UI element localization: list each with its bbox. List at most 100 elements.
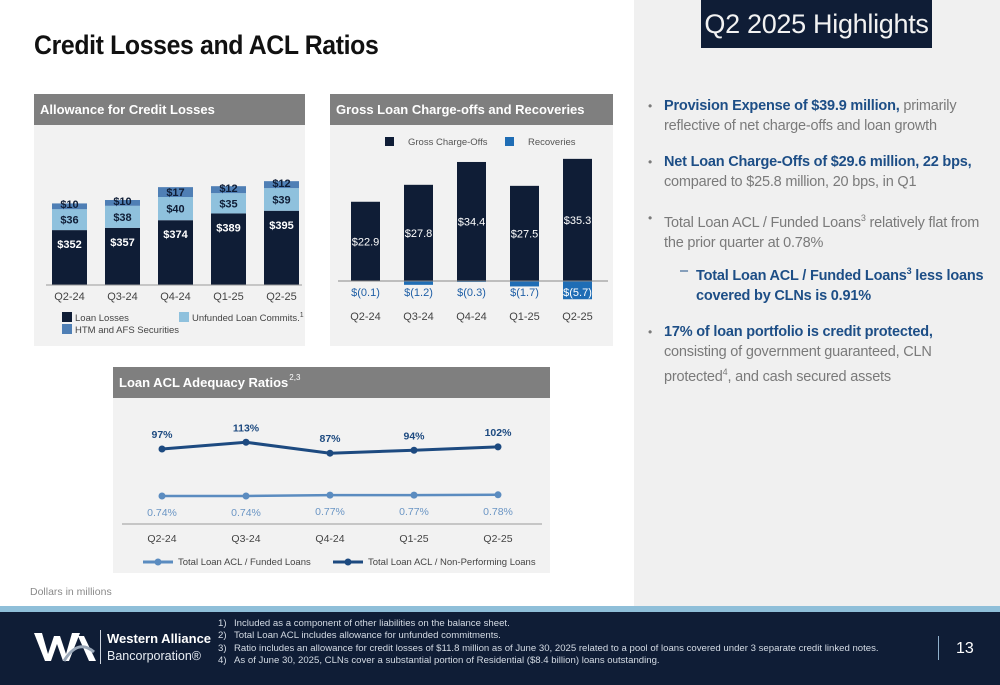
body-text: compared to $25.8 million, 20 bps, in Q1 <box>664 174 917 190</box>
bar-htm-and-afs-securitiesq2-24 <box>52 203 87 210</box>
bar-htm-and-afs-securitiesq1-25 <box>211 186 246 194</box>
company-name: Western Alliance <box>107 631 212 646</box>
point-funded-loans <box>494 491 502 499</box>
ratios-chart-title: Loan ACL Adequacy Ratios 2,3 <box>113 367 550 398</box>
legend-swatch <box>385 137 394 146</box>
point-funded-loans <box>326 491 334 499</box>
bar-loan-lossesq3-24 <box>105 227 140 285</box>
highlights-pane <box>634 0 1000 606</box>
footnote-text: Total Loan ACL includes allowance for un… <box>234 630 501 642</box>
data-label: $27.8 <box>405 228 433 240</box>
bullet-dot: • <box>648 155 653 169</box>
bullet-dot: • <box>648 324 653 339</box>
x-tick-label: Q3-24 <box>231 533 260 545</box>
legend-label: Loan Losses <box>75 313 129 324</box>
x-tick-label: Q2-24 <box>54 291 85 303</box>
data-label: $34.4 <box>458 216 486 228</box>
legend-marker <box>154 558 162 566</box>
western-alliance-logo-icon <box>34 633 96 662</box>
body-text: relatively flat from the prior quarter a… <box>664 214 980 251</box>
highlight-text: Provision Expense of $39.9 million, <box>664 98 900 114</box>
legend-swatch <box>62 312 72 322</box>
charge-offs-chart-title: Gross Loan Charge-offs and Recoveries <box>330 94 613 125</box>
legend-swatch <box>62 324 72 334</box>
x-tick-label: Q3-24 <box>107 291 138 303</box>
x-tick-label: Q2-24 <box>147 533 176 545</box>
data-label: $40 <box>166 204 184 216</box>
highlight-net-charge-offs: • Net Loan Charge-Offs of $29.6 million,… <box>648 152 988 192</box>
point-non-performing-loans <box>326 449 334 457</box>
footnote-number: 1) <box>218 618 227 629</box>
data-label: 87% <box>319 433 341 445</box>
dash-marker: – <box>680 262 688 279</box>
body-text: primarily reflective of net charge-offs … <box>664 98 957 134</box>
bar-unfunded-loan-commits-q2-24 <box>52 209 87 231</box>
highlight-text: 17% of loan portfolio is credit protecte… <box>664 323 933 340</box>
legend-marker <box>344 558 352 566</box>
bar-recoveries <box>563 281 592 300</box>
bar-loan-lossesq2-24 <box>52 230 87 285</box>
point-non-performing-loans <box>410 446 418 454</box>
bar-unfunded-loan-commits-q2-25 <box>264 188 299 211</box>
legend-swatch <box>179 312 189 322</box>
ratios-line-chart: 0.74% 0.74% 0.77% 0.77% 0.78% 97% 113% 87% 94% 10… <box>122 422 542 568</box>
data-label: $10 <box>113 196 131 208</box>
data-label: $(1.2) <box>404 287 433 299</box>
bar-recoveries <box>510 281 539 287</box>
highlight-acl-funded-loans: • Total Loan ACL / Funded Loans3 relativ… <box>648 208 988 253</box>
body-text: , and cash secured assets <box>727 368 891 385</box>
point-funded-loans <box>158 492 166 500</box>
highlight-text: Total Loan ACL / Funded Loans <box>696 267 907 284</box>
data-label: 0.77% <box>315 506 345 518</box>
acl-stacked-bar-chart: $352 $36 $10 Q2-24 $357 $38 $10 Q3-24 $374 $40 $17… <box>46 178 304 336</box>
page-number-divider <box>938 636 939 660</box>
x-tick-label: Q2-24 <box>350 311 381 323</box>
data-label: $17 <box>166 187 184 199</box>
x-tick-label: Q4-24 <box>456 311 487 323</box>
bar-gross-charge-offs <box>404 184 433 281</box>
data-label: $(0.1) <box>351 287 380 299</box>
data-label: $36 <box>60 215 78 227</box>
charge-offs-bar-chart: $22.9 $(0.1) Q2-24 $27.8 $(1.2) Q3-24 $34.4 $(0… <box>338 137 608 323</box>
ratios-title-footnote: 2,3 <box>289 373 301 382</box>
footnotes: 1) Included as a component of other liabi… <box>218 618 879 668</box>
bar-loan-lossesq2-25 <box>264 210 299 285</box>
footnote-text: As of June 30, 2025, CLNs cover a substa… <box>234 655 660 667</box>
data-label: $38 <box>113 212 131 224</box>
data-label: $35.3 <box>564 215 592 227</box>
point-non-performing-loans <box>242 438 250 446</box>
footnote-number: 4) <box>218 655 227 667</box>
ratios-chart-title-text: Loan ACL Adequacy Ratios <box>119 375 289 390</box>
body-text: consisting of government guaranteed, CLN… <box>664 343 932 385</box>
footnote-text: Included as a component of other liabili… <box>234 618 510 629</box>
data-label: $12 <box>272 178 290 190</box>
data-label: $(0.3) <box>457 287 486 299</box>
footnote-ref: 3 <box>906 265 912 276</box>
company-name-line2: Bancorporation® <box>107 649 201 663</box>
data-label: 0.74% <box>147 507 177 519</box>
legend-swatch <box>505 137 514 146</box>
footnote-item: 4) As of June 30, 2025, CLNs cover a subs… <box>218 655 879 667</box>
footnote-item: 3) Ratio includes an allowance for credit… <box>218 643 879 655</box>
footer-accent-strip <box>0 606 1000 612</box>
legend-label: Recoveries <box>528 137 576 148</box>
data-label: 94% <box>403 430 425 442</box>
bar-htm-and-afs-securitiesq2-25 <box>264 181 299 189</box>
ratios-chart-panel: Loan ACL Adequacy Ratios 2,3 0.74% 0.74% 0.… <box>113 367 550 573</box>
x-tick-label: Q1-25 <box>213 291 244 303</box>
logo-divider <box>100 630 101 664</box>
bar-htm-and-afs-securitiesq3-24 <box>105 200 140 206</box>
bar-unfunded-loan-commits-q1-25 <box>211 193 246 214</box>
page-title: Credit Losses and ACL Ratios <box>34 30 379 60</box>
acl-chart-title-text: Allowance for Credit Losses <box>40 102 215 117</box>
units-note: Dollars in millions <box>30 586 112 598</box>
footnote-item: 1) Included as a component of other liabi… <box>218 618 879 630</box>
body-text: Total Loan ACL / Funded Loans <box>664 214 861 231</box>
highlight-credit-protected: • 17% of loan portfolio is credit protec… <box>648 322 988 387</box>
data-label: 0.74% <box>231 507 261 519</box>
charge-offs-chart-title-text: Gross Loan Charge-offs and Recoveries <box>336 102 585 117</box>
x-tick-label: Q2-25 <box>562 311 593 323</box>
data-label: $39 <box>272 194 290 206</box>
data-label: 113% <box>233 422 260 434</box>
footnote-ref: 4 <box>722 366 728 377</box>
